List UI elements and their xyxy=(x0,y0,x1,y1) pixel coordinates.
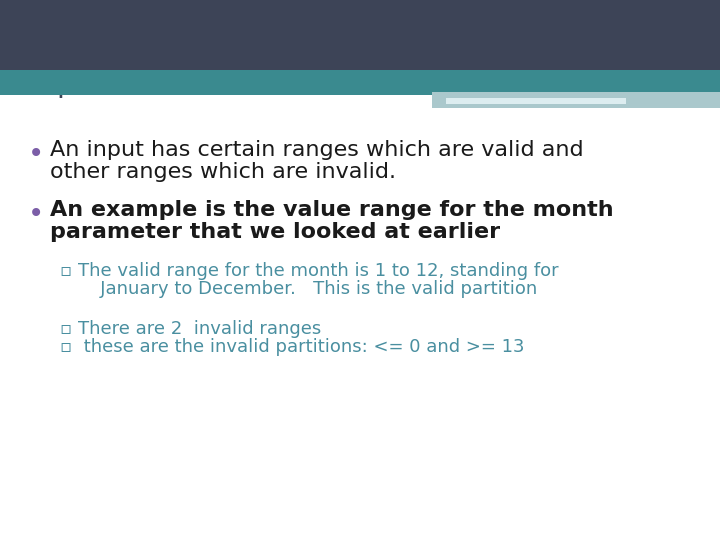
Text: An input has certain ranges which are valid and: An input has certain ranges which are va… xyxy=(50,140,584,160)
Text: other ranges which are invalid.: other ranges which are invalid. xyxy=(50,162,396,182)
Text: January to December.   This is the valid partition: January to December. This is the valid p… xyxy=(60,280,537,298)
Text: for value ranges: for value ranges xyxy=(316,70,585,98)
Text: An example is the value range for the month: An example is the value range for the mo… xyxy=(50,200,613,220)
Text: Equivalence Partitions – for value ranges: Equivalence Partitions – for value range… xyxy=(28,70,623,98)
Text: parameter that we looked at earlier: parameter that we looked at earlier xyxy=(50,222,500,242)
Text: Equivalence Partitions –: Equivalence Partitions – xyxy=(28,70,384,98)
Text: •: • xyxy=(28,200,44,228)
Text: •: • xyxy=(28,140,44,168)
Text: ▫ The valid range for the month is 1 to 12, standing for: ▫ The valid range for the month is 1 to … xyxy=(60,262,559,280)
Text: ▫  these are the invalid partitions: <= 0 and >= 13: ▫ these are the invalid partitions: <= 0… xyxy=(60,338,524,356)
Text: ▫ There are 2  invalid ranges: ▫ There are 2 invalid ranges xyxy=(60,320,321,338)
